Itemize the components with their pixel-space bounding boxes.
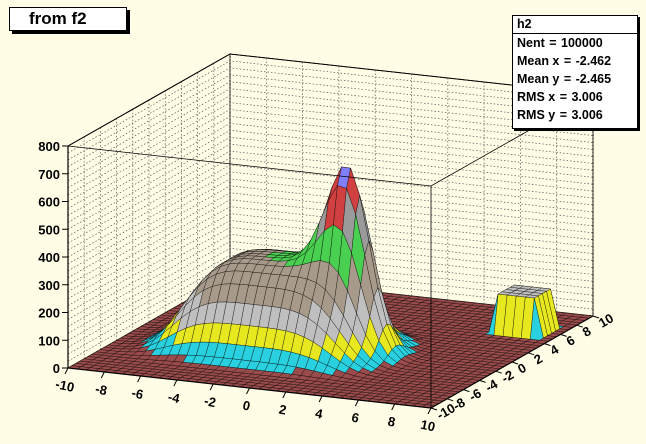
svg-text:600: 600 bbox=[38, 195, 60, 210]
z-tick: 600 bbox=[38, 195, 68, 210]
x-tick: -4 bbox=[167, 379, 182, 406]
svg-text:700: 700 bbox=[38, 167, 60, 182]
z-axis: 0 100 200 300 400 500 600 700 800 bbox=[38, 139, 68, 376]
stats-row-nent: Nent = 100000 bbox=[517, 36, 603, 50]
stats-box: h2 Nent = 100000 Mean x = -2.462 Mean y … bbox=[512, 15, 638, 129]
svg-text:400: 400 bbox=[38, 250, 60, 265]
x-axis: -10 -8 -6 -4 -2 0 2 4 6 8 10 bbox=[54, 367, 437, 435]
svg-text:2: 2 bbox=[531, 351, 545, 368]
svg-text:4: 4 bbox=[314, 406, 325, 422]
svg-text:300: 300 bbox=[38, 278, 60, 293]
z-tick: 800 bbox=[38, 139, 68, 154]
x-tick: 6 bbox=[350, 399, 360, 426]
x-tick: -2 bbox=[203, 383, 217, 410]
x-tick: -8 bbox=[94, 371, 108, 398]
svg-text:0: 0 bbox=[515, 360, 529, 377]
y-tick: 8 bbox=[576, 323, 594, 340]
svg-text:6: 6 bbox=[564, 332, 578, 349]
svg-text:-2: -2 bbox=[499, 367, 517, 386]
svg-text:-4: -4 bbox=[167, 389, 182, 406]
x-tick: 10 bbox=[419, 407, 437, 435]
svg-text:6: 6 bbox=[350, 410, 360, 426]
z-tick: 100 bbox=[38, 333, 68, 348]
svg-text:10: 10 bbox=[419, 417, 436, 435]
z-tick: 700 bbox=[38, 167, 68, 182]
z-tick: 200 bbox=[38, 306, 68, 321]
svg-text:-2: -2 bbox=[203, 393, 217, 410]
y-tick: 2 bbox=[528, 351, 545, 368]
svg-text:200: 200 bbox=[38, 306, 60, 321]
y-tick: 6 bbox=[560, 332, 578, 349]
svg-text:-6: -6 bbox=[466, 385, 484, 404]
svg-text:10: 10 bbox=[596, 310, 616, 330]
y-tick: 4 bbox=[544, 341, 562, 358]
x-tick: -6 bbox=[130, 375, 145, 402]
x-tick: 0 bbox=[241, 387, 252, 414]
svg-text:0: 0 bbox=[53, 361, 60, 376]
z-tick: 0 bbox=[53, 361, 68, 376]
svg-text:-8: -8 bbox=[94, 381, 108, 398]
x-tick: -10 bbox=[54, 367, 76, 395]
histogram-title: from f2 bbox=[9, 7, 127, 31]
stats-row-rms-x: RMS x = 3.006 bbox=[517, 90, 603, 104]
y-tick: 0 bbox=[511, 360, 529, 377]
y-tick: 10 bbox=[592, 310, 616, 331]
svg-text:8: 8 bbox=[387, 414, 397, 430]
stats-name: h2 bbox=[513, 16, 637, 34]
svg-text:-4: -4 bbox=[483, 376, 501, 395]
stats-row-mean-y: Mean y = -2.465 bbox=[517, 72, 612, 86]
stats-row-rms-y: RMS y = 3.006 bbox=[517, 108, 603, 122]
z-tick: 400 bbox=[38, 250, 68, 265]
svg-text:-10: -10 bbox=[54, 376, 76, 395]
x-tick: 2 bbox=[278, 391, 288, 418]
stats-row-mean-x: Mean x = -2.462 bbox=[517, 54, 612, 68]
svg-text:2: 2 bbox=[278, 402, 288, 418]
svg-text:8: 8 bbox=[580, 323, 594, 340]
svg-text:0: 0 bbox=[241, 398, 251, 414]
svg-text:800: 800 bbox=[38, 139, 60, 154]
svg-text:100: 100 bbox=[38, 333, 60, 348]
svg-text:500: 500 bbox=[38, 222, 60, 237]
svg-text:-6: -6 bbox=[130, 385, 144, 402]
z-tick: 500 bbox=[38, 222, 68, 237]
svg-text:4: 4 bbox=[547, 341, 561, 358]
surface-mesh bbox=[67, 166, 594, 409]
x-tick: 8 bbox=[387, 403, 397, 430]
x-tick: 4 bbox=[314, 395, 325, 422]
z-tick: 300 bbox=[38, 278, 68, 293]
